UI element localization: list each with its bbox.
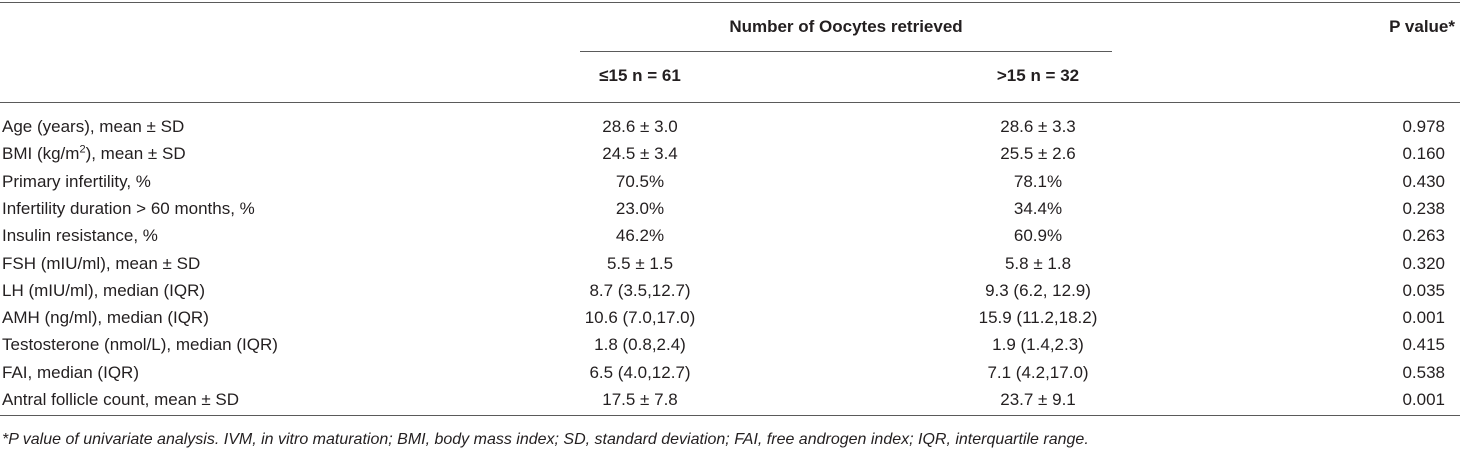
cell-value: 46.2% [615, 226, 665, 246]
cell-value: 1.8 (0.8,2.4) [594, 335, 686, 355]
row-label: Testosterone (nmol/L), median (IQR) [2, 335, 278, 355]
p-value: 0.035 [1402, 280, 1445, 300]
label-text: BMI (kg/m [2, 144, 80, 164]
cell-value: 24.5 ± 3.4 [602, 144, 678, 164]
column-header: >15 n = 32 [996, 66, 1080, 85]
footnote: *P value of univariate analysis. IVM, in… [2, 431, 1089, 448]
p-value: 0.160 [1402, 144, 1445, 164]
cell-value: 1.9 (1.4,2.3) [992, 335, 1084, 355]
cell-value: 60.9% [1013, 226, 1063, 246]
bottom-rule [0, 415, 1460, 416]
row-label: Primary infertility, % [2, 171, 151, 191]
p-value: 0.001 [1402, 308, 1445, 328]
p-value: 0.415 [1402, 335, 1445, 355]
cell-value: 34.4% [1013, 198, 1063, 218]
cell-value: 28.6 ± 3.0 [602, 117, 678, 136]
group-rule [580, 51, 1112, 52]
cell-value: 28.6 ± 3.3 [1000, 117, 1076, 136]
cell-value: 15.9 (11.2,18.2) [978, 308, 1098, 328]
cell-value: 6.5 (4.0,12.7) [589, 362, 691, 382]
column-header: ≤15 n = 61 [599, 66, 681, 85]
label-text: ), mean ± SD [85, 144, 186, 164]
row-label: BMI (kg/m2), mean ± SD [2, 144, 186, 164]
p-value: 0.430 [1402, 171, 1445, 191]
p-value-header: P value* [1389, 17, 1455, 36]
cell-value: 9.3 (6.2, 12.9) [985, 280, 1091, 300]
row-label: FSH (mIU/ml), mean ± SD [2, 253, 201, 273]
cell-value: 8.7 (3.5,12.7) [589, 280, 691, 300]
cell-value: 5.8 ± 1.8 [1004, 253, 1072, 273]
top-rule [0, 2, 1460, 3]
p-value: 0.263 [1402, 226, 1445, 246]
cell-value: 70.5% [615, 171, 665, 191]
row-label: AMH (ng/ml), median (IQR) [2, 308, 209, 328]
group-header: Number of Oocytes retrieved [729, 17, 963, 36]
p-value: 0.238 [1402, 198, 1445, 218]
row-label: Antral follicle count, mean ± SD [2, 390, 240, 409]
cell-value: 23.7 ± 9.1 [1000, 390, 1076, 409]
cell-value: 17.5 ± 7.8 [602, 390, 678, 409]
label-superscript: 2 [79, 143, 86, 156]
cell-value: 23.0% [615, 198, 665, 218]
row-label: LH (mIU/ml), median (IQR) [2, 280, 206, 300]
p-value: 0.978 [1402, 117, 1445, 136]
row-label: Infertility duration > 60 months, % [2, 198, 255, 218]
p-value: 0.001 [1402, 390, 1445, 409]
cell-value: 78.1% [1013, 171, 1063, 191]
header-rule [0, 102, 1460, 103]
row-label: Age (years), mean ± SD [2, 117, 185, 136]
cell-value: 10.6 (7.0,17.0) [584, 308, 696, 328]
row-label: FAI, median (IQR) [2, 362, 139, 382]
cell-value: 7.1 (4.2,17.0) [987, 362, 1089, 382]
p-value: 0.538 [1402, 362, 1445, 382]
row-label: Insulin resistance, % [2, 226, 158, 246]
p-value: 0.320 [1402, 253, 1445, 273]
cell-value: 5.5 ± 1.5 [606, 253, 674, 273]
cell-value: 25.5 ± 2.6 [1000, 144, 1076, 164]
